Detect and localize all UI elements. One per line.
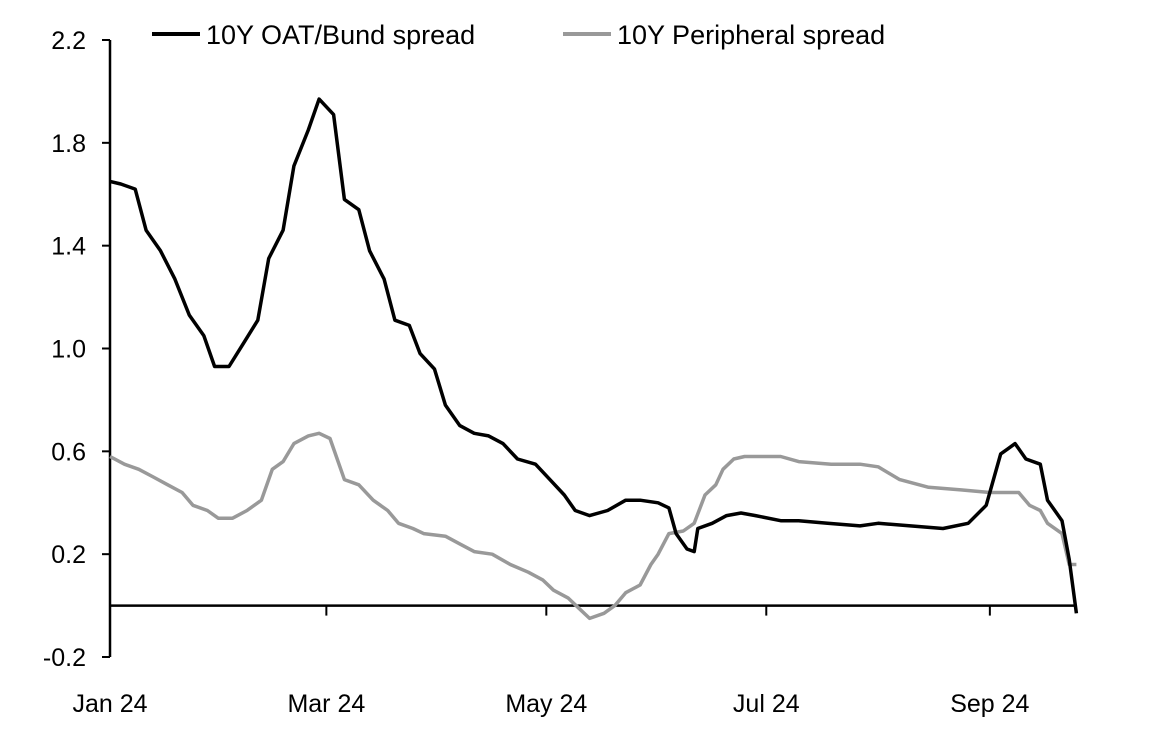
series-line-peripheral [109,431,1077,621]
y-tick-label: 1.4 [51,233,86,261]
axes: -0.2 0.2 0.6 1.0 1.4 1.8 2.2 Jan 24 Mar 24 May 24… [43,27,1077,718]
legend-label-oat-bund: 10Y OAT/Bund spread [206,20,475,50]
x-tick-label: Jan 24 [72,690,147,718]
x-tick-label: Sep 24 [950,690,1029,718]
series-lines [109,97,1079,621]
x-tick-label: Jul 24 [733,690,800,718]
y-tick-label: 0.6 [51,438,86,466]
y-tick-label: 1.8 [51,130,86,158]
legend-label-peripheral: 10Y Peripheral spread [617,20,885,50]
x-tick-label: Mar 24 [287,690,365,718]
y-tick-label: 2.2 [51,27,86,55]
series-line-oat-bund [109,97,1079,614]
legend: 10Y OAT/Bund spread 10Y Peripheral sprea… [152,20,885,50]
legend-item-peripheral: 10Y Peripheral spread [563,20,885,50]
y-tick-label: 1.0 [51,336,86,364]
x-tick-label: May 24 [505,690,587,718]
y-tick-label: 0.2 [51,541,86,569]
legend-item-oat-bund: 10Y OAT/Bund spread [152,20,475,50]
y-tick-label: -0.2 [43,644,86,672]
